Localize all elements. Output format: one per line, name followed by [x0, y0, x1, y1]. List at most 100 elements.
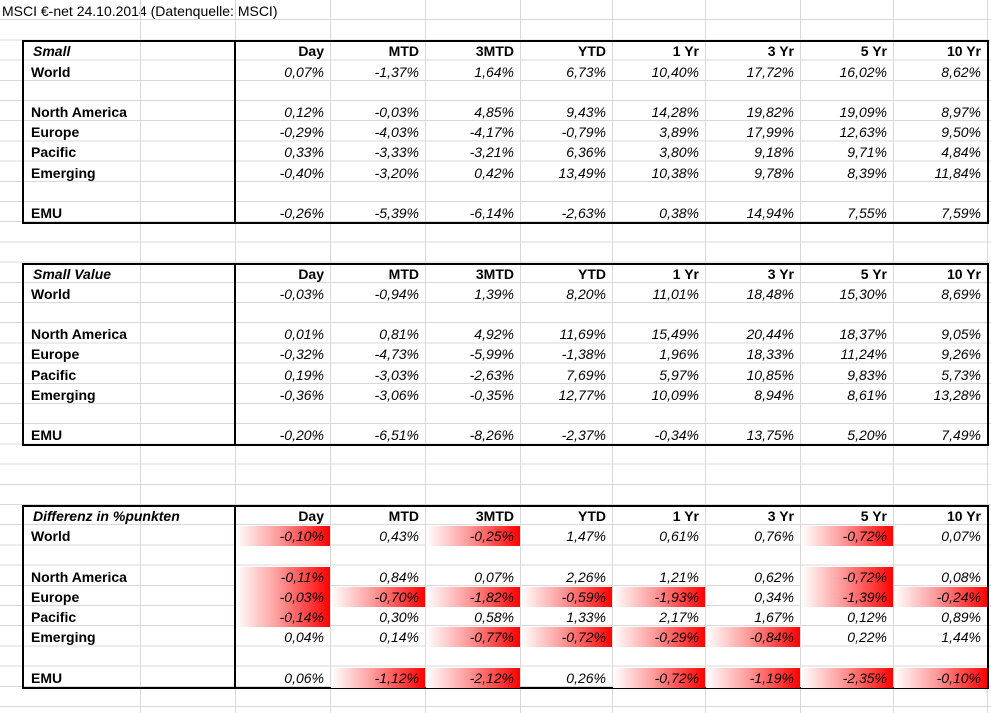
value-cell: -1,19%: [706, 667, 800, 688]
value-cell: 0,12%: [847, 609, 887, 625]
column-header: 1 Yr: [672, 265, 699, 282]
value-cell: -0,59%: [521, 586, 612, 607]
value-cell: -0,29%: [613, 627, 705, 648]
row-label: EMU: [31, 427, 63, 444]
row-label: Pacific: [31, 609, 77, 625]
column-header: 10 Yr: [947, 43, 981, 60]
column-header: MTD: [388, 43, 419, 60]
value-cell: 1,44%: [941, 629, 981, 646]
value-cell: 17,72%: [746, 63, 794, 80]
column-separator: [234, 262, 236, 447]
value-cell: -0,03%: [236, 586, 330, 607]
value-cell: 8,39%: [847, 164, 887, 181]
value-cell: 9,18%: [754, 144, 794, 161]
value-cell: -0,72%: [613, 667, 705, 688]
value-cell: 10,40%: [651, 63, 699, 80]
column-header: 3 Yr: [767, 43, 794, 60]
value-cell: -1,39%: [801, 586, 893, 607]
value-cell: -0,72%: [801, 566, 893, 587]
value-cell: -0,14%: [236, 607, 330, 627]
row-label: North America: [31, 104, 127, 120]
value-cell: 0,42%: [474, 164, 514, 181]
row-label: EMU: [31, 669, 63, 686]
value-cell: -3,20%: [374, 164, 419, 181]
value-cell: 2,17%: [659, 609, 699, 625]
value-cell: 5,73%: [941, 366, 981, 383]
grid-line: [800, 0, 801, 713]
value-cell: -2,37%: [561, 427, 606, 444]
value-cell: 0,43%: [379, 528, 419, 545]
value-cell: 15,49%: [651, 326, 699, 343]
row-label: World: [31, 528, 71, 545]
value-cell: 9,26%: [941, 346, 981, 363]
column-header: YTD: [578, 265, 606, 282]
value-cell: 14,94%: [746, 205, 794, 221]
value-cell: -3,06%: [374, 386, 419, 403]
grid-line: [893, 0, 894, 713]
column-header: YTD: [578, 43, 606, 60]
column-header: 5 Yr: [860, 508, 887, 524]
row-label: Pacific: [31, 366, 77, 383]
value-cell: 0,07%: [941, 528, 981, 545]
value-cell: -2,63%: [469, 366, 514, 383]
value-cell: 1,96%: [659, 346, 699, 363]
row-label: Emerging: [31, 386, 96, 403]
value-cell: 17,99%: [746, 124, 794, 141]
value-cell: 5,97%: [659, 366, 699, 383]
value-cell: 18,37%: [839, 326, 887, 343]
column-header: 5 Yr: [860, 43, 887, 60]
column-header: MTD: [388, 265, 419, 282]
row-label: Emerging: [31, 164, 96, 181]
value-cell: -0,20%: [279, 427, 324, 444]
table-heading: Small Value: [33, 265, 112, 282]
value-cell: -0,34%: [654, 427, 699, 444]
value-cell: -0,25%: [426, 526, 520, 547]
value-cell: -0,26%: [279, 205, 324, 221]
value-cell: 0,58%: [474, 609, 514, 625]
row-label: Europe: [31, 346, 80, 363]
value-cell: -0,72%: [521, 627, 612, 648]
value-cell: -0,40%: [279, 164, 324, 181]
value-cell: 13,28%: [933, 386, 981, 403]
value-cell: 8,97%: [941, 104, 981, 120]
value-cell: 1,67%: [754, 609, 794, 625]
value-cell: -0,10%: [236, 526, 330, 547]
value-cell: -4,03%: [374, 124, 419, 141]
value-cell: -1,82%: [426, 586, 520, 607]
column-header: Day: [298, 265, 324, 282]
value-cell: 9,05%: [941, 326, 981, 343]
value-cell: 11,01%: [652, 285, 699, 302]
value-cell: -0,32%: [279, 346, 324, 363]
value-cell: -0,72%: [801, 526, 893, 547]
value-cell: 10,38%: [651, 164, 699, 181]
grid-line: [520, 0, 521, 713]
value-cell: -0,84%: [706, 627, 800, 648]
value-cell: -4,73%: [374, 346, 419, 363]
value-cell: -0,10%: [894, 667, 987, 688]
value-cell: 10,85%: [746, 366, 794, 383]
value-cell: -0,79%: [561, 124, 606, 141]
value-cell: -3,33%: [374, 144, 419, 161]
value-cell: -0,03%: [279, 285, 324, 302]
value-cell: -6,51%: [374, 427, 419, 444]
value-cell: 11,24%: [840, 346, 887, 363]
value-cell: 7,69%: [566, 366, 606, 383]
value-cell: -2,35%: [801, 667, 893, 688]
value-cell: 0,14%: [379, 629, 419, 646]
grid-line: [140, 0, 141, 713]
table-border: [22, 262, 989, 447]
value-cell: 4,84%: [941, 144, 981, 161]
value-cell: 0,76%: [754, 528, 794, 545]
value-cell: 0,06%: [284, 669, 324, 686]
value-cell: 20,44%: [746, 326, 794, 343]
row-label: EMU: [31, 205, 63, 221]
column-header: 3MTD: [475, 265, 514, 282]
value-cell: 7,49%: [941, 427, 981, 444]
column-header: 3 Yr: [767, 508, 794, 524]
grid-line: [705, 0, 706, 713]
value-cell: 0,89%: [941, 609, 981, 625]
value-cell: 6,36%: [566, 144, 606, 161]
value-cell: -3,03%: [374, 366, 419, 383]
column-header: 1 Yr: [672, 43, 699, 60]
